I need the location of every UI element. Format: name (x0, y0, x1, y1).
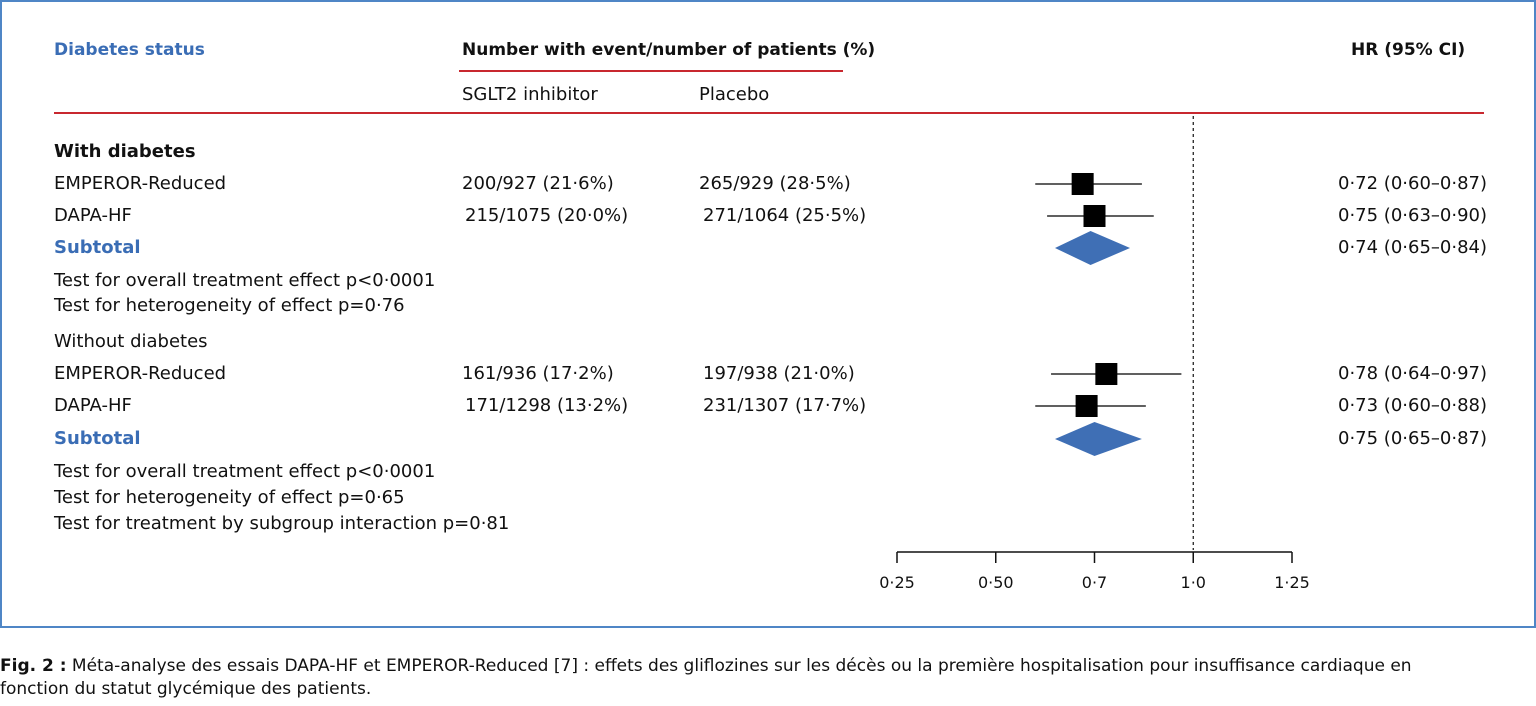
row-placebo-value: 197/938 (21·0%) (703, 363, 855, 384)
row-study: DAPA-HF (54, 395, 132, 416)
header-main-rule (54, 112, 1484, 114)
row-sglt2-value: 171/1298 (13·2%) (465, 395, 629, 416)
row-study: EMPEROR-Reduced (54, 363, 227, 384)
test-line: Test for overall treatment effect p<0·00… (54, 270, 436, 291)
row-sglt2-value: 215/1075 (20·0%) (465, 205, 629, 226)
row-hr-value: 0·75 (0·63–0·90) (1338, 205, 1488, 226)
caption-label: Fig. 2 : (0, 656, 67, 676)
row-sglt2-value: 161/936 (17·2%) (462, 363, 614, 384)
test-line: Test for heterogeneity of effect p=0·76 (54, 295, 405, 316)
group-label-without-diabetes: Without diabetes (54, 331, 208, 352)
row-study: DAPA-HF (54, 205, 132, 226)
caption-line-1: Fig. 2 : Méta-analyse des essais DAPA-HF… (0, 655, 1536, 678)
x-tick-label: 0·50 (978, 573, 1014, 592)
hr-marker (1071, 173, 1094, 195)
row-placebo-value: 231/1307 (17·7%) (703, 395, 867, 416)
subtotal-hr-value: 0·74 (0·65–0·84) (1338, 237, 1488, 258)
row-sglt2-value: 200/927 (21·6%) (462, 173, 614, 194)
row-placebo-value: 265/929 (28·5%) (699, 173, 851, 194)
test-line: Test for heterogeneity of effect p=0·65 (54, 487, 405, 508)
forest-plot: 0·25 0·50 0·7 1·0 1·25 (879, 116, 1310, 592)
header-diabetes-status: Diabetes status (54, 40, 205, 60)
subtotal-diamond (1055, 422, 1142, 456)
caption-line-2: fonction du statut glycémique des patien… (0, 679, 372, 699)
subtotal-diamond (1055, 231, 1131, 265)
figure-frame: Diabetes status Number with event/number… (0, 0, 1536, 628)
test-line: Test for treatment by subgroup interacti… (54, 513, 510, 534)
x-tick-label: 0·25 (879, 573, 915, 592)
x-tick-label: 0·7 (1082, 573, 1107, 592)
subtotal-label: Subtotal (54, 428, 141, 449)
figure-caption: Fig. 2 : Méta-analyse des essais DAPA-HF… (0, 655, 1536, 701)
x-tick-label: 1·25 (1274, 573, 1310, 592)
x-axis-ticks: 0·25 0·50 0·7 1·0 1·25 (879, 552, 1310, 592)
hr-marker (1095, 363, 1118, 385)
hr-marker (1075, 395, 1098, 417)
subtotal-hr-value: 0·75 (0·65–0·87) (1338, 428, 1488, 449)
x-tick-label: 1·0 (1181, 573, 1206, 592)
header-number-with-event: Number with event/number of patients (%) (462, 40, 876, 60)
subtotal-label: Subtotal (54, 237, 141, 258)
test-line: Test for overall treatment effect p<0·00… (54, 461, 436, 482)
header-hr-ci: HR (95% CI) (1351, 40, 1466, 60)
header-sub-rule (459, 70, 843, 72)
header-placebo: Placebo (699, 84, 770, 105)
forest-marks (1035, 173, 1182, 456)
row-hr-value: 0·73 (0·60–0·88) (1338, 395, 1488, 416)
hr-marker (1083, 205, 1106, 227)
row-hr-value: 0·72 (0·60–0·87) (1338, 173, 1488, 194)
caption-text-1: Méta-analyse des essais DAPA-HF et EMPER… (66, 656, 1412, 676)
header-sglt2: SGLT2 inhibitor (462, 84, 598, 105)
row-study: EMPEROR-Reduced (54, 173, 227, 194)
row-hr-value: 0·78 (0·64–0·97) (1338, 363, 1488, 384)
group-label-with-diabetes: With diabetes (54, 141, 196, 162)
row-placebo-value: 271/1064 (25·5%) (703, 205, 867, 226)
